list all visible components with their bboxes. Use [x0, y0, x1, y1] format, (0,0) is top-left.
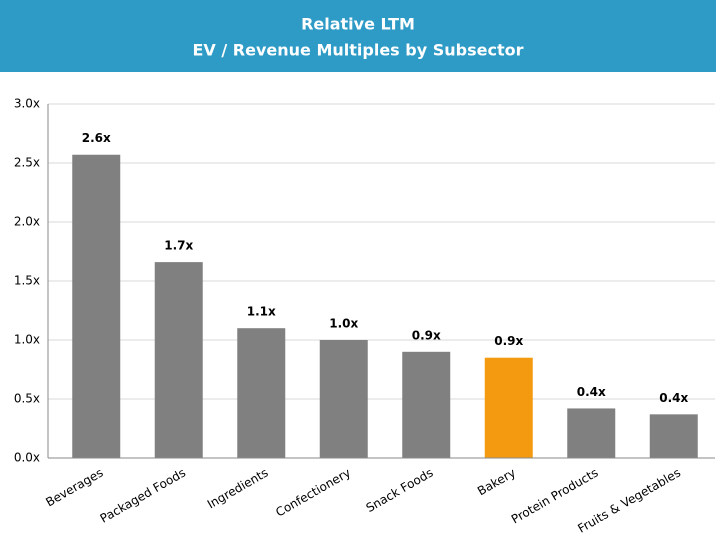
y-tick-label: 2.5x — [14, 156, 40, 170]
y-tick-label: 1.5x — [14, 274, 40, 288]
y-tick-label: 3.0x — [14, 97, 40, 111]
title-banner — [0, 0, 716, 72]
chart-subtitle: EV / Revenue Multiples by Subsector — [193, 41, 524, 60]
y-tick-label: 2.0x — [14, 215, 40, 229]
bar — [649, 414, 698, 458]
data-label: 1.1x — [247, 305, 276, 319]
bar — [567, 408, 616, 458]
x-tick-label: Packaged Foods — [98, 466, 188, 526]
y-tick-label: 0.0x — [14, 451, 40, 465]
x-tick-label: Beverages — [43, 466, 105, 510]
x-tick-label: Ingredients — [205, 466, 271, 512]
y-tick-label: 1.0x — [14, 333, 40, 347]
chart-title: Relative LTM — [301, 15, 415, 34]
data-label: 1.0x — [329, 317, 358, 331]
x-tick-label: Confectionery — [273, 466, 353, 520]
x-tick-label: Snack Foods — [364, 466, 436, 516]
x-tick-label: Bakery — [475, 466, 518, 499]
bar — [402, 351, 451, 458]
data-label: 0.9x — [494, 334, 523, 348]
bar — [154, 262, 203, 458]
data-label: 0.9x — [412, 328, 441, 342]
bar — [237, 328, 286, 458]
bar — [319, 340, 368, 458]
y-tick-label: 0.5x — [14, 392, 40, 406]
data-label: 1.7x — [164, 239, 193, 253]
data-label: 0.4x — [659, 391, 688, 405]
data-label: 0.4x — [577, 385, 606, 399]
bar — [484, 357, 533, 458]
data-label: 2.6x — [82, 131, 111, 145]
bar — [72, 154, 121, 459]
